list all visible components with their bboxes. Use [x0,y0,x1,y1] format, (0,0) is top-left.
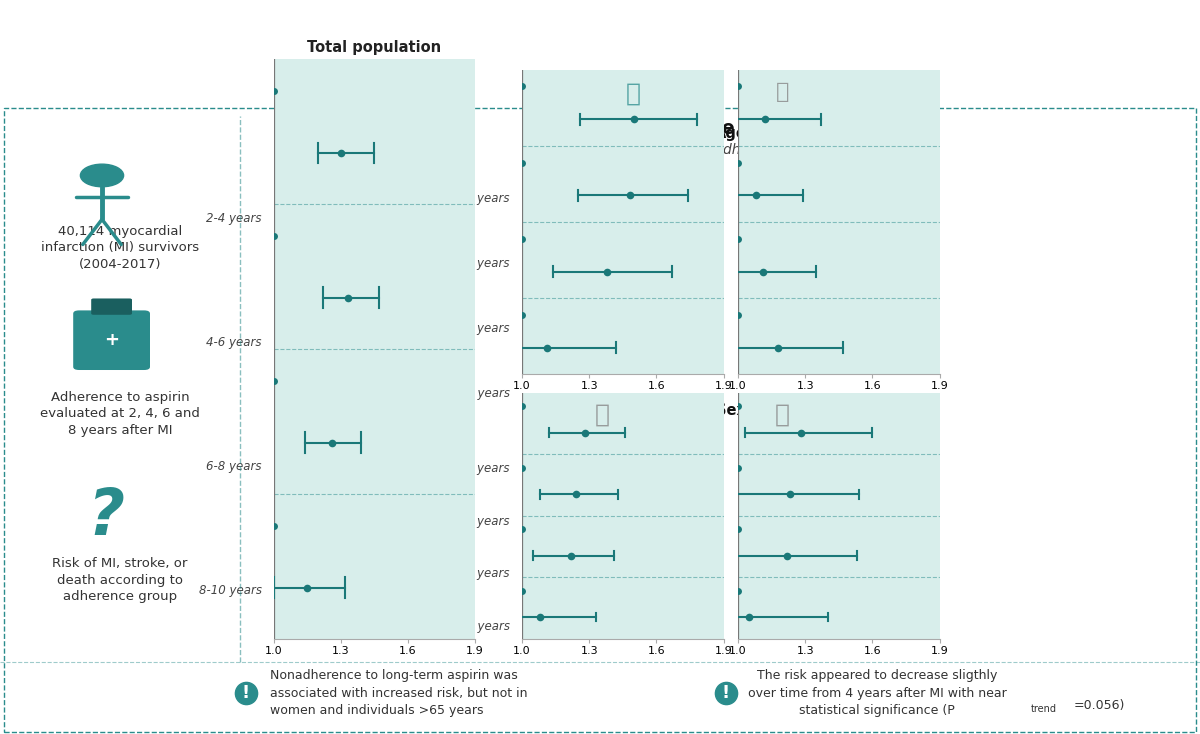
FancyBboxPatch shape [73,310,150,370]
Text: 6-8 years: 6-8 years [455,567,510,580]
Text: 🚶: 🚶 [775,402,790,426]
Text: 8-10 years: 8-10 years [446,619,510,633]
Text: Risk of MI, stroke, or
death according to
adherence group: Risk of MI, stroke, or death according t… [53,557,187,603]
Text: 6-8 years: 6-8 years [455,322,510,335]
Text: Reference group: Adherent patients: Reference group: Adherent patients [589,143,839,157]
Text: 🧓: 🧓 [775,82,790,102]
Text: ⛹: ⛹ [625,82,641,106]
Text: Relative risk: Relative risk [648,119,780,138]
Text: Nonadherence to long-term aspirin was
associated with increased risk, but not in: Nonadherence to long-term aspirin was as… [270,669,528,717]
Text: 40,114 myocardial
infarction (MI) survivors
(2004-2017): 40,114 myocardial infarction (MI) surviv… [41,225,199,271]
Text: 2-4 years: 2-4 years [206,212,262,225]
Text: 2-4 years: 2-4 years [455,192,510,205]
Title: Total population: Total population [307,40,442,55]
Text: 🚶: 🚶 [595,402,610,426]
Text: 8-10 years: 8-10 years [446,388,510,401]
Text: 4-6 years: 4-6 years [455,515,510,528]
Text: +: + [104,331,119,349]
FancyBboxPatch shape [91,299,132,315]
Text: Adherence to aspirin
evaluated at 2, 4, 6 and
8 years after MI: Adherence to aspirin evaluated at 2, 4, … [40,391,200,437]
Circle shape [80,164,124,186]
Text: !: ! [242,684,250,702]
Text: !: ! [722,684,730,702]
Text: Age: Age [715,126,746,141]
Text: The risk appeared to decrease sligthly
over time from 4 years after MI with near: The risk appeared to decrease sligthly o… [748,669,1007,717]
Text: 8-10 years: 8-10 years [199,584,262,597]
Text: Sex: Sex [716,403,745,418]
Text: Long-term aspirin adherence following myocardial infarction and risk of
myocardi: Long-term aspirin adherence following my… [108,22,1092,80]
Text: =0.056): =0.056) [1074,699,1126,712]
Text: 4-6 years: 4-6 years [455,257,510,270]
Text: trend: trend [1031,704,1057,714]
Text: 2-4 years: 2-4 years [455,462,510,475]
Text: 6-8 years: 6-8 years [206,460,262,473]
Text: 4-6 years: 4-6 years [206,336,262,349]
Text: ?: ? [88,487,124,548]
